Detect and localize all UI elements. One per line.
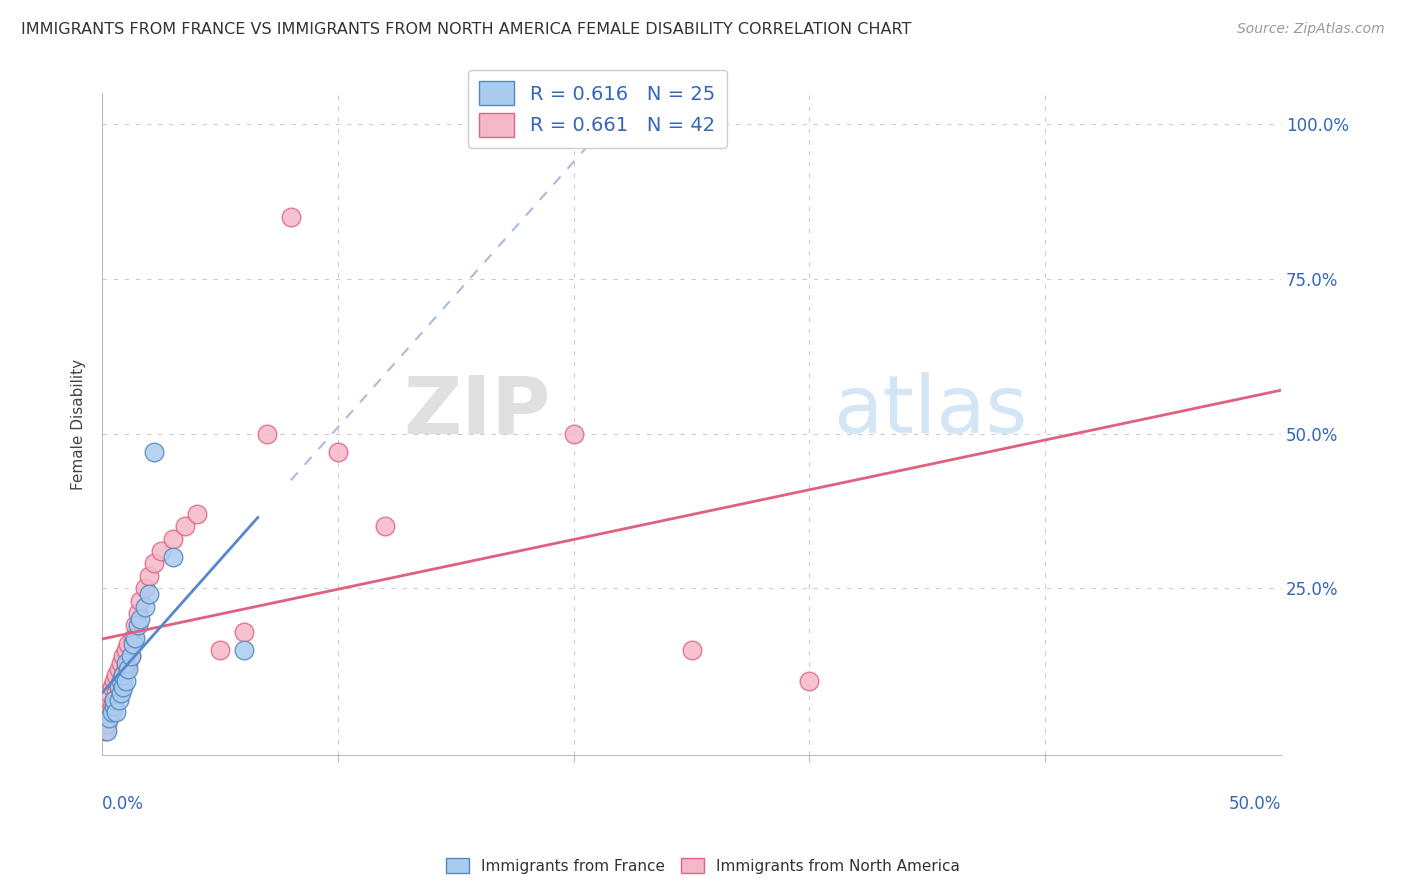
Y-axis label: Female Disability: Female Disability xyxy=(72,359,86,490)
Point xyxy=(105,686,128,700)
Text: Source: ZipAtlas.com: Source: ZipAtlas.com xyxy=(1237,22,1385,37)
Point xyxy=(121,631,143,645)
Point xyxy=(134,599,156,614)
Point xyxy=(117,637,139,651)
Point xyxy=(173,519,195,533)
Text: IMMIGRANTS FROM FRANCE VS IMMIGRANTS FROM NORTH AMERICA FEMALE DISABILITY CORREL: IMMIGRANTS FROM FRANCE VS IMMIGRANTS FRO… xyxy=(21,22,911,37)
Point xyxy=(107,680,129,694)
Point xyxy=(103,692,125,706)
Point xyxy=(112,649,135,664)
Point xyxy=(120,649,142,664)
Point xyxy=(326,445,349,459)
Point xyxy=(105,668,128,682)
Point xyxy=(96,723,118,738)
Point xyxy=(129,593,152,607)
Point xyxy=(186,507,208,521)
Point xyxy=(256,426,278,441)
Point xyxy=(107,692,129,706)
Point xyxy=(98,711,121,725)
Point xyxy=(98,686,121,700)
Point xyxy=(129,612,152,626)
Point xyxy=(134,581,156,595)
Point xyxy=(280,210,302,224)
Point xyxy=(93,723,115,738)
Point xyxy=(117,662,139,676)
Point xyxy=(112,668,135,682)
Point xyxy=(110,674,132,689)
Point xyxy=(124,631,146,645)
Point xyxy=(96,717,118,731)
Point xyxy=(103,674,125,689)
Text: 50.0%: 50.0% xyxy=(1229,795,1281,814)
Point xyxy=(138,569,160,583)
Point xyxy=(143,557,166,571)
Point xyxy=(107,680,129,694)
Point xyxy=(114,674,136,689)
Point xyxy=(114,656,136,670)
Point xyxy=(100,698,122,713)
Text: atlas: atlas xyxy=(832,372,1028,450)
Point xyxy=(162,550,184,565)
Point xyxy=(103,692,125,706)
Point xyxy=(96,698,118,713)
Point xyxy=(374,519,396,533)
Legend: R = 0.616   N = 25, R = 0.661   N = 42: R = 0.616 N = 25, R = 0.661 N = 42 xyxy=(468,70,727,148)
Point xyxy=(209,643,232,657)
Point xyxy=(105,705,128,719)
Text: ZIP: ZIP xyxy=(404,372,550,450)
Point xyxy=(124,618,146,632)
Point xyxy=(121,637,143,651)
Legend: Immigrants from France, Immigrants from North America: Immigrants from France, Immigrants from … xyxy=(440,852,966,880)
Point xyxy=(143,445,166,459)
Point xyxy=(110,656,132,670)
Point xyxy=(114,643,136,657)
Point xyxy=(107,662,129,676)
Point xyxy=(127,618,149,632)
Point xyxy=(127,606,149,620)
Point xyxy=(120,649,142,664)
Point xyxy=(562,426,585,441)
Point xyxy=(112,680,135,694)
Point xyxy=(114,662,136,676)
Text: 0.0%: 0.0% xyxy=(103,795,143,814)
Point xyxy=(681,643,703,657)
Point xyxy=(100,680,122,694)
Point xyxy=(100,705,122,719)
Point xyxy=(98,705,121,719)
Point xyxy=(138,587,160,601)
Point xyxy=(103,698,125,713)
Point xyxy=(799,674,821,689)
Point xyxy=(150,544,173,558)
Point xyxy=(232,624,254,639)
Point xyxy=(112,668,135,682)
Point xyxy=(110,686,132,700)
Point xyxy=(110,674,132,689)
Point xyxy=(162,532,184,546)
Point xyxy=(232,643,254,657)
Point xyxy=(117,656,139,670)
